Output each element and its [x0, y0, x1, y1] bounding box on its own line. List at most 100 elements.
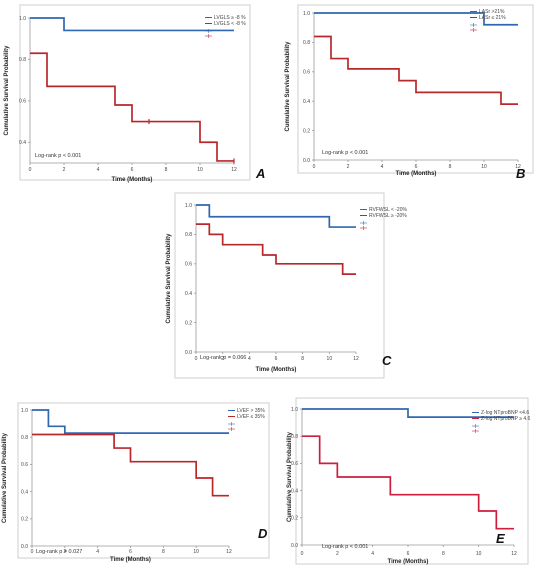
chart-a-svg: 0 2 4 6 8 10 12 0.4 0.6 0.8 1.0 Time (Months) Cumula… [4, 4, 251, 183]
y-tick-label: 1.0 [185, 203, 192, 209]
x-tick-label: 0 [31, 549, 34, 555]
x-tick-label: 2 [336, 551, 339, 557]
y-tick-label: 0.6 [185, 262, 192, 268]
y-tick-label: 1.0 [21, 408, 28, 414]
x-tick-label: 6 [131, 167, 134, 173]
y-tick-label: 0.0 [185, 350, 192, 356]
log-rank-annotation: Log-rank p < 0.001 [322, 544, 368, 550]
legend-label: LVEF > 35% [237, 408, 265, 414]
y-tick-label: 0.8 [303, 40, 310, 46]
y-tick-label: 0.6 [21, 462, 28, 468]
legend-label: RVFWSL ≥ -20% [369, 213, 407, 219]
y-tick-label: 0.0 [291, 543, 298, 549]
y-axis-title: Cumulative Survival Probability [2, 432, 8, 523]
x-tick-label: 12 [515, 164, 521, 170]
panel-letter-c: C [382, 353, 392, 368]
log-rank-annotation: Log-rank p = 0.066 [200, 355, 246, 361]
x-tick-label: 2 [347, 164, 350, 170]
x-axis-title: Time (Months) [396, 171, 437, 177]
chart-b-svg: 0 2 4 6 8 10 12 0.0 0.2 0.4 0.6 0.8 1.0 Time (Months)… [285, 4, 534, 177]
x-tick-label: 8 [449, 164, 452, 170]
x-tick-label: 0 [301, 551, 304, 557]
chart-panel-b: 0 2 4 6 8 10 12 0.0 0.2 0.4 0.6 0.8 1.0 Time (Months)… [282, 0, 550, 190]
x-tick-label: 4 [371, 551, 374, 557]
y-tick-label: 0.0 [21, 544, 28, 550]
chart-panel-a: 0 2 4 6 8 10 12 0.4 0.6 0.8 1.0 Time (Months) Cumula… [0, 0, 270, 190]
chart-c-svg: 0 2 4 6 8 10 12 0.0 0.2 0.4 0.6 0.8 1.0 Time (Months)… [166, 192, 407, 379]
survival-curve-blue [314, 12, 518, 26]
y-tick-label: 0.8 [21, 435, 28, 441]
x-tick-label: 6 [275, 356, 278, 362]
x-tick-label: 12 [353, 356, 359, 362]
y-tick-label: 0.8 [291, 434, 298, 440]
y-tick-label: 0.6 [19, 99, 26, 105]
x-tick-label: 10 [197, 167, 203, 173]
x-tick-label: 8 [162, 549, 165, 555]
log-rank-annotation: Log-rank p < 0.001 [322, 150, 368, 156]
x-axis-title: Time (Months) [110, 557, 151, 563]
y-tick-label: 1.0 [303, 11, 310, 17]
x-tick-label: 4 [96, 549, 99, 555]
x-tick-label: 12 [231, 167, 237, 173]
panel-letter-d: D [258, 526, 268, 541]
plot-frame [19, 4, 251, 181]
y-tick-label: 1.0 [19, 16, 26, 22]
survival-curve-blue [30, 17, 234, 32]
legend-label: RVFWSL < -20% [369, 207, 407, 213]
x-axis-title: Time (Months) [112, 177, 153, 183]
y-tick-label: 0.8 [185, 232, 192, 238]
legend-label: LVGLS < -8 % [214, 21, 246, 27]
x-tick-label: 6 [415, 164, 418, 170]
panel-letter-a: A [256, 166, 266, 181]
x-tick-label: 6 [407, 551, 410, 557]
x-tick-label: 0 [313, 164, 316, 170]
x-tick-label: 6 [129, 549, 132, 555]
x-tick-label: 10 [327, 356, 333, 362]
x-tick-label: 10 [481, 164, 487, 170]
survival-curve-red [30, 52, 234, 162]
y-tick-label: 0.2 [303, 128, 310, 134]
panel-letter-e: E [496, 531, 505, 546]
y-tick-label: 0.6 [291, 461, 298, 467]
y-tick-label: 0.4 [303, 99, 310, 105]
y-tick-label: 0.4 [21, 489, 28, 495]
x-tick-label: 0 [195, 356, 198, 362]
legend-label: Z-log NTproBNP ≥ 4.6 [481, 416, 531, 422]
y-tick-label: 0.8 [19, 57, 26, 63]
x-axis-title: Time (Months) [256, 367, 297, 373]
chart-d-svg: 0 2 4 6 8 10 12 0.0 0.2 0.4 0.6 0.8 1.0 Time (Months)… [2, 402, 270, 563]
plot-frame [17, 402, 270, 559]
survival-curve-red [314, 35, 518, 105]
plot-frame [174, 192, 385, 379]
x-tick-label: 12 [511, 551, 517, 557]
x-tick-label: 12 [226, 549, 232, 555]
x-tick-label: 8 [442, 551, 445, 557]
survival-curve-blue [32, 409, 229, 434]
survival-curve-red [32, 433, 229, 497]
y-tick-label: 0.4 [185, 291, 192, 297]
y-tick-label: 0.2 [291, 516, 298, 522]
chart-panel-c: 0 2 4 6 8 10 12 0.0 0.2 0.4 0.6 0.8 1.0 Time (Months)… [160, 192, 407, 388]
log-rank-annotation: Log-rank p < 0.001 [35, 153, 81, 159]
y-tick-label: 0.2 [185, 320, 192, 326]
x-tick-label: 4 [97, 167, 100, 173]
x-tick-label: 0 [29, 167, 32, 173]
legend-label: LASr >21% [479, 9, 505, 15]
y-axis-title: Cumulative Survival Probability [4, 45, 10, 136]
x-tick-label: 2 [63, 549, 66, 555]
plot-frame [295, 397, 529, 565]
x-tick-label: 8 [301, 356, 304, 362]
y-tick-label: 0.4 [19, 140, 26, 146]
x-tick-label: 4 [248, 356, 251, 362]
x-axis-title: Time (Months) [388, 559, 429, 565]
y-axis-title: Cumulative Survival Probability [285, 41, 291, 132]
survival-curve-red [196, 223, 356, 275]
legend-label: Z-log NTproBNP <4.6 [481, 410, 529, 416]
survival-curve-blue [302, 408, 514, 419]
x-tick-label: 4 [381, 164, 384, 170]
chart-panel-e: 0 2 4 6 8 10 12 0.0 0.2 0.4 0.6 0.8 1.0 Time (Months)… [282, 393, 550, 571]
y-tick-label: 0.0 [303, 158, 310, 164]
chart-panel-d: 0 2 4 6 8 10 12 0.0 0.2 0.4 0.6 0.8 1.0 Time (Months)… [0, 393, 275, 568]
x-tick-label: 8 [165, 167, 168, 173]
x-tick-label: 2 [63, 167, 66, 173]
